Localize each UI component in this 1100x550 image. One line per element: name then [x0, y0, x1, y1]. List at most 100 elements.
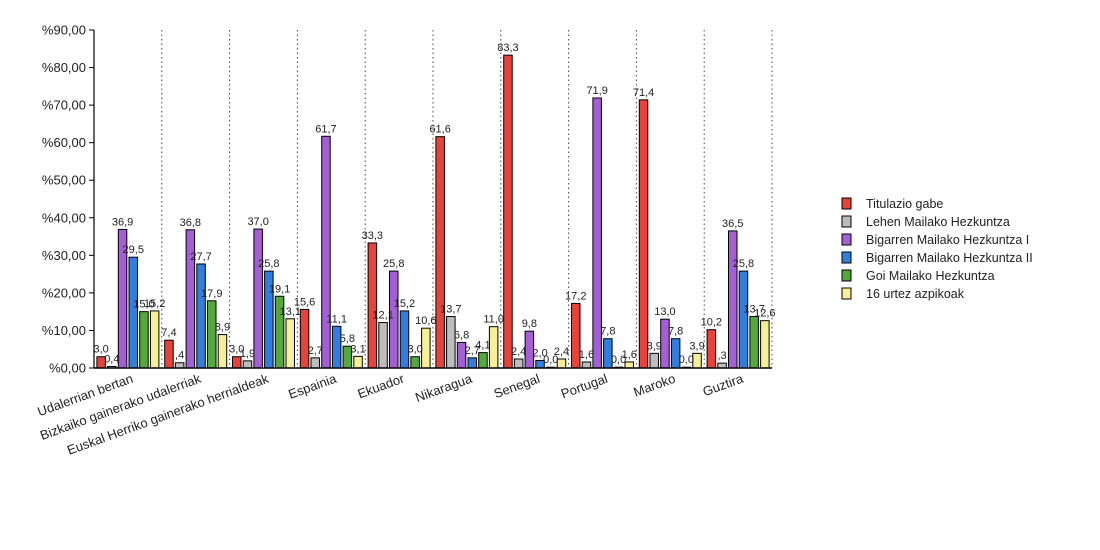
bar	[310, 357, 320, 369]
bar	[353, 355, 363, 369]
x-tick-label: Guztira	[701, 370, 746, 399]
bar	[706, 329, 717, 369]
data-label: 15,6	[294, 296, 315, 308]
data-label: 3,0	[229, 344, 244, 356]
data-labels-layer: 3,0 7,4 3,0 15,6 33,3 61,6 83,3 17,2 71,4 10,2 0,4…	[94, 42, 776, 366]
data-label: 12,1	[372, 310, 393, 322]
bars-layer	[96, 54, 770, 369]
data-label: 13,7	[743, 304, 764, 316]
data-label: 3,9	[647, 340, 662, 352]
bar	[478, 352, 488, 369]
bar	[164, 339, 174, 369]
data-label: 37,0	[247, 216, 268, 228]
data-label: 2,4	[511, 346, 526, 358]
data-label: ,3	[717, 350, 726, 362]
bar	[399, 310, 410, 369]
data-label: 2,7	[308, 345, 323, 357]
data-label: 3,0	[94, 344, 109, 356]
bar	[649, 352, 659, 369]
data-label: 2,4	[554, 346, 569, 358]
bar	[435, 136, 445, 369]
data-label: 8,9	[215, 322, 230, 334]
data-label: 36,5	[722, 218, 743, 230]
legend-swatch	[841, 215, 852, 228]
legend-entry: Bigarren Mailako Hezkuntza I	[866, 233, 1029, 247]
legend-swatch	[841, 197, 852, 210]
data-label: 61,6	[429, 124, 450, 136]
bar	[217, 334, 228, 369]
bar	[174, 362, 185, 369]
data-label: 15,0	[133, 299, 154, 311]
bar	[321, 135, 331, 369]
y-tick-label: %70,00	[42, 98, 86, 113]
data-label: 15,2	[144, 298, 165, 310]
legend-swatch	[841, 287, 852, 300]
data-label: 1,6	[579, 349, 594, 361]
data-label: 11,1	[326, 313, 347, 325]
data-label: 25,8	[733, 258, 754, 270]
legend-swatch	[841, 269, 852, 282]
y-tick-label: %60,00	[42, 135, 86, 150]
data-label: 5,8	[340, 333, 355, 345]
data-label: 9,8	[522, 318, 537, 330]
data-label: 2,0	[532, 347, 547, 359]
legend-swatch	[841, 233, 852, 246]
bar	[556, 358, 567, 369]
data-label: 25,8	[258, 258, 279, 270]
data-label: 3,1	[350, 343, 365, 355]
legend-entry: Titulazio gabe	[866, 197, 943, 211]
data-label: 7,4	[161, 327, 176, 339]
data-label: 12,6	[754, 308, 775, 320]
data-label: 1,9	[240, 348, 255, 360]
bar	[513, 358, 524, 369]
data-label: 7,8	[668, 326, 683, 338]
y-tick-label: %50,00	[42, 173, 86, 188]
x-tick-label: Maroko	[631, 371, 677, 400]
data-label: 33,3	[362, 230, 383, 242]
data-label: 13,0	[654, 306, 675, 318]
data-label: 13,1	[280, 306, 301, 318]
data-label: 10,6	[415, 315, 436, 327]
data-label: ,4	[175, 350, 184, 362]
data-label: 15,2	[394, 298, 415, 310]
bar	[503, 54, 513, 369]
bar	[488, 326, 499, 369]
bar	[692, 352, 702, 369]
data-label: 17,9	[201, 288, 222, 300]
data-label: 71,4	[633, 87, 654, 99]
legend-entry: Lehen Mailako Hezkuntza	[866, 215, 1010, 229]
data-label: 0,4	[104, 353, 119, 365]
bar	[581, 361, 592, 369]
x-tick-label: Nikaragua	[413, 370, 475, 405]
bar	[728, 230, 738, 369]
data-label: 0,0	[679, 354, 694, 366]
bar	[378, 322, 388, 369]
data-label: 17,2	[565, 290, 586, 302]
data-label: 11,0	[483, 314, 504, 326]
y-tick-label: %30,00	[42, 248, 86, 263]
x-tick-label: Portugal	[559, 371, 610, 402]
bar	[738, 270, 749, 369]
y-axis: %0,00 %10,00 %20,00 %30,00 %40,00 %50,00 %60,0…	[42, 23, 95, 376]
y-tick-label: %90,00	[42, 23, 86, 38]
data-label: 0,0	[611, 354, 626, 366]
bar	[242, 360, 253, 369]
data-label: 61,7	[315, 123, 336, 135]
data-label: 3,9	[689, 340, 704, 352]
legend-entry: Bigarren Mailako Hezkuntza II	[866, 251, 1033, 265]
data-label: 71,9	[586, 85, 607, 97]
legend: Titulazio gabe Lehen Mailako Hezkuntza Big…	[841, 197, 1033, 301]
bar	[196, 263, 206, 369]
bar	[139, 311, 149, 369]
bar	[299, 308, 310, 369]
data-label: 36,9	[112, 216, 133, 228]
bar	[638, 99, 649, 369]
bar	[253, 228, 263, 369]
data-label: 10,2	[701, 317, 722, 329]
grid-layer	[161, 30, 773, 368]
y-tick-label: %10,00	[42, 323, 86, 338]
data-label: 19,1	[269, 283, 290, 295]
bar	[624, 361, 634, 369]
